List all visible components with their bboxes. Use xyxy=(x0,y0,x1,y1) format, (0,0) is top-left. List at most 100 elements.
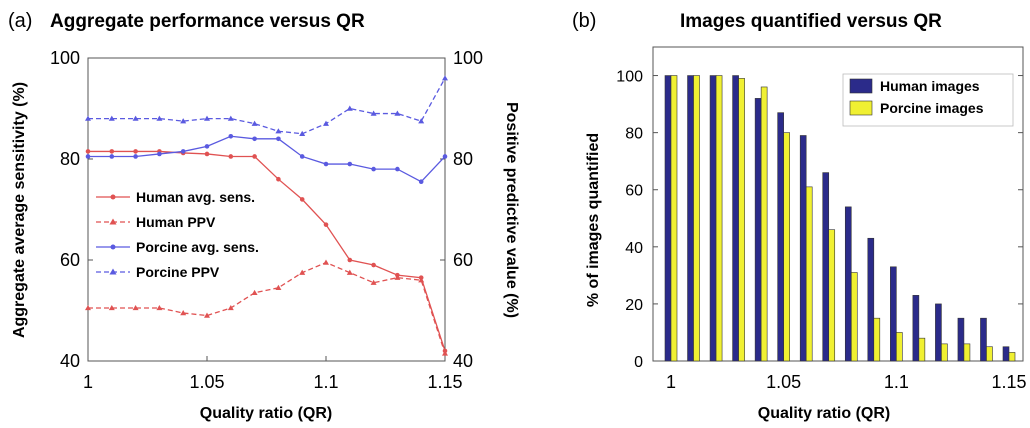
legend-label-human-avg-sens: Human avg. sens. xyxy=(136,189,255,205)
data-point-porcine-avg-sens xyxy=(323,161,329,167)
bar-porcine-images xyxy=(963,343,971,362)
data-point-human-ppv xyxy=(204,312,210,318)
legend-swatch-porcine-images xyxy=(849,100,873,116)
panel-a-plot-area xyxy=(87,57,446,362)
data-point-human-avg-sens xyxy=(133,149,138,154)
series-line-porcine-ppv xyxy=(88,77,446,135)
data-point-human-ppv xyxy=(370,279,377,285)
data-point-porcine-ppv xyxy=(418,118,425,124)
data-point-human-avg-sens xyxy=(204,151,210,157)
panel-b-y-tick-label: 40 xyxy=(625,240,643,257)
bar-porcine-images xyxy=(760,86,768,362)
bar-porcine-images xyxy=(986,346,993,362)
panel-a-x-tick-label: 1.15 xyxy=(427,372,462,392)
bar-human-images xyxy=(709,75,717,362)
data-point-porcine-avg-sens xyxy=(276,136,281,142)
panel-b-x-axis-title: Quality ratio (QR) xyxy=(758,405,890,422)
panel-b-title: Images quantified versus QR xyxy=(680,11,942,32)
bar-porcine-images xyxy=(805,186,813,362)
panel-a-y-axis-title: Aggregate average sensitivity (%) xyxy=(11,82,28,338)
data-point-porcine-ppv xyxy=(251,120,258,126)
data-point-human-ppv xyxy=(132,304,139,311)
data-point-human-ppv xyxy=(442,350,448,356)
bar-human-images xyxy=(777,112,784,362)
panel-b-y-tick-label: 80 xyxy=(625,126,643,143)
bar-human-images xyxy=(754,98,762,362)
data-point-human-avg-sens xyxy=(299,197,305,202)
data-point-porcine-ppv xyxy=(132,115,139,121)
bar-porcine-images xyxy=(828,229,836,362)
panel-a-x-tick-label: 1.05 xyxy=(189,372,224,392)
bar-human-images xyxy=(799,135,807,362)
bar-human-images xyxy=(980,317,987,362)
panel-a-x-axis-title: Quality ratio (QR) xyxy=(200,405,332,422)
legend-label-porcine-images: Porcine images xyxy=(880,100,984,116)
panel-a-title: Aggregate performance versus QR xyxy=(50,11,365,32)
bar-porcine-images xyxy=(783,132,790,362)
data-point-porcine-avg-sens xyxy=(85,154,91,159)
data-point-porcine-ppv xyxy=(323,120,329,126)
data-point-porcine-avg-sens xyxy=(395,166,400,172)
bar-porcine-images xyxy=(693,75,700,362)
panel-b-plot-area xyxy=(652,46,1024,362)
data-point-human-avg-sens xyxy=(228,154,234,159)
panel-a-x-tick-label: 1 xyxy=(83,372,93,392)
panel-a-legend: Human avg. sens. Human PPV Porcine avg. se… xyxy=(96,189,259,280)
data-point-porcine-avg-sens xyxy=(371,166,376,172)
data-point-porcine-avg-sens xyxy=(157,151,162,157)
data-point-porcine-avg-sens xyxy=(418,179,424,185)
bar-porcine-images xyxy=(1008,352,1016,362)
panel-b-x-tick-label: 1.15 xyxy=(991,372,1026,392)
data-point-human-ppv xyxy=(108,304,115,311)
bar-porcine-images xyxy=(918,337,926,362)
data-point-porcine-ppv xyxy=(156,115,163,121)
bar-human-images xyxy=(890,266,897,362)
bar-human-images xyxy=(1002,346,1010,362)
panel-a-y-right-tick-label: 100 xyxy=(453,48,483,68)
bar-human-images xyxy=(844,206,852,362)
data-point-porcine-ppv xyxy=(346,105,353,111)
panel-a-y-tick-label: 40 xyxy=(60,351,80,371)
data-point-human-ppv xyxy=(346,269,353,275)
panel-b-y-tick-label: 20 xyxy=(625,297,643,314)
data-point-human-ppv xyxy=(156,304,163,311)
legend-marker-human-avg-sens xyxy=(110,194,116,200)
panel-a-y-tick-label: 80 xyxy=(60,149,80,169)
data-point-human-avg-sens xyxy=(276,176,281,182)
panel-b-y-tick-label: 100 xyxy=(616,69,643,86)
panel-a-y-tick-label: 100 xyxy=(50,48,80,68)
data-point-porcine-avg-sens xyxy=(442,154,448,159)
data-point-human-ppv xyxy=(180,310,187,316)
bar-porcine-images xyxy=(873,317,881,362)
data-point-porcine-ppv xyxy=(204,115,210,121)
panel-a-y-right-tick-label: 40 xyxy=(453,351,473,371)
legend-label-porcine-avg-sens: Porcine avg. sens. xyxy=(136,239,259,255)
panel-b-x-tick-label: 1.05 xyxy=(766,372,801,392)
legend-swatch-human-images xyxy=(849,78,873,94)
data-point-porcine-ppv xyxy=(108,115,115,121)
bar-porcine-images xyxy=(715,75,723,362)
panel-a-y-right-tick-label: 80 xyxy=(453,149,473,169)
series-line-human-ppv xyxy=(88,261,446,354)
data-point-porcine-avg-sens xyxy=(347,161,353,167)
panel-b-y-tick-label: 0 xyxy=(634,354,643,371)
data-point-porcine-ppv xyxy=(227,115,234,121)
data-point-human-ppv xyxy=(275,284,282,290)
bar-human-images xyxy=(687,75,694,362)
panel-a-x-tick-label: 1.1 xyxy=(313,372,338,392)
bar-human-images xyxy=(664,75,672,362)
data-point-human-ppv xyxy=(85,304,91,311)
data-point-human-avg-sens xyxy=(347,257,353,263)
data-point-porcine-ppv xyxy=(370,110,377,116)
panel-b-series xyxy=(664,75,1016,362)
data-point-human-ppv xyxy=(299,269,306,275)
panel-a-label: (a) xyxy=(8,10,32,32)
panel-b-ticks: 1 1.05 1.1 1.15 0 20 40 60 80 100 xyxy=(616,69,1026,392)
data-point-porcine-avg-sens xyxy=(299,154,305,159)
series-line-human-avg-sens xyxy=(88,150,446,352)
legend-label-human-ppv: Human PPV xyxy=(136,214,216,230)
panel-a-y-right-axis-title: Positive predictive value (%) xyxy=(503,102,520,318)
bar-porcine-images xyxy=(941,343,948,362)
